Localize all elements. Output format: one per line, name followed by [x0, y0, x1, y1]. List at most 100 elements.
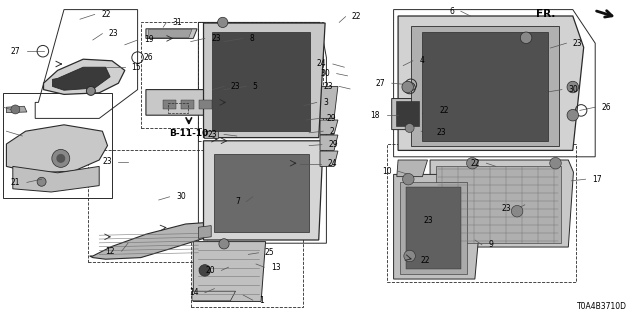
- Text: 5: 5: [253, 82, 258, 91]
- Text: 12: 12: [106, 247, 115, 256]
- Text: 8: 8: [250, 34, 254, 43]
- Polygon shape: [148, 29, 192, 37]
- Text: 30: 30: [321, 69, 330, 78]
- Text: 24: 24: [328, 159, 337, 168]
- Bar: [199, 100, 212, 109]
- Polygon shape: [52, 67, 110, 90]
- Ellipse shape: [219, 239, 229, 249]
- Polygon shape: [392, 99, 428, 130]
- Text: 13: 13: [271, 263, 280, 272]
- Bar: [396, 101, 419, 126]
- Ellipse shape: [56, 154, 65, 163]
- Bar: [406, 187, 461, 269]
- Bar: [436, 166, 561, 243]
- Ellipse shape: [511, 205, 523, 217]
- Bar: [88, 150, 207, 262]
- Polygon shape: [198, 226, 211, 238]
- Ellipse shape: [218, 17, 228, 28]
- Polygon shape: [394, 174, 483, 279]
- Ellipse shape: [405, 124, 414, 132]
- Polygon shape: [204, 131, 218, 138]
- Text: B-11-10: B-11-10: [169, 129, 209, 138]
- Polygon shape: [320, 151, 338, 166]
- Polygon shape: [6, 125, 108, 173]
- Ellipse shape: [550, 157, 561, 169]
- Bar: [411, 26, 559, 146]
- Text: 18: 18: [371, 111, 380, 120]
- Polygon shape: [6, 106, 27, 113]
- Text: FR.: FR.: [536, 9, 556, 20]
- Polygon shape: [192, 291, 236, 301]
- Text: 23: 23: [501, 204, 511, 213]
- Text: 1: 1: [259, 296, 264, 305]
- Text: 9: 9: [488, 240, 493, 249]
- Bar: [141, 22, 246, 128]
- Bar: [163, 100, 176, 109]
- Bar: [191, 232, 303, 307]
- Ellipse shape: [404, 250, 415, 262]
- Polygon shape: [320, 135, 338, 150]
- Polygon shape: [204, 23, 325, 138]
- Text: 29: 29: [326, 114, 336, 123]
- Text: 29: 29: [328, 140, 338, 149]
- Text: 21: 21: [11, 178, 20, 187]
- Bar: [400, 182, 467, 274]
- Text: 23: 23: [109, 29, 118, 38]
- Bar: [181, 100, 194, 109]
- Ellipse shape: [567, 81, 579, 93]
- Bar: [212, 32, 310, 131]
- Ellipse shape: [520, 32, 532, 44]
- Text: 10: 10: [382, 167, 392, 176]
- Text: 23: 23: [436, 128, 446, 137]
- Text: 15: 15: [131, 63, 141, 72]
- Bar: [214, 154, 309, 232]
- Ellipse shape: [567, 109, 579, 121]
- Ellipse shape: [37, 177, 46, 186]
- Text: 27: 27: [11, 47, 20, 56]
- Ellipse shape: [11, 105, 20, 114]
- Text: 30: 30: [568, 85, 578, 94]
- Text: 17: 17: [592, 175, 602, 184]
- Text: 30: 30: [176, 192, 186, 201]
- Polygon shape: [320, 86, 338, 118]
- Text: 22: 22: [101, 10, 111, 19]
- Polygon shape: [430, 160, 573, 247]
- Text: 23: 23: [323, 82, 333, 91]
- Ellipse shape: [52, 149, 70, 167]
- Polygon shape: [90, 222, 209, 259]
- Polygon shape: [44, 59, 125, 94]
- Text: 3: 3: [323, 98, 328, 107]
- Text: 23: 23: [230, 82, 240, 91]
- Bar: [217, 100, 230, 109]
- Bar: [387, 144, 576, 282]
- Ellipse shape: [467, 157, 478, 169]
- Text: 23: 23: [208, 130, 218, 139]
- Bar: [422, 32, 548, 141]
- Text: 26: 26: [602, 103, 611, 112]
- Text: 27: 27: [376, 79, 385, 88]
- Text: 22: 22: [420, 256, 430, 265]
- Ellipse shape: [403, 173, 414, 185]
- Text: 26: 26: [144, 53, 154, 62]
- Text: 24: 24: [317, 60, 326, 68]
- Polygon shape: [397, 160, 428, 177]
- Ellipse shape: [86, 86, 95, 95]
- Polygon shape: [193, 242, 266, 301]
- Polygon shape: [204, 141, 323, 240]
- Text: 22: 22: [440, 106, 449, 115]
- Text: 23: 23: [211, 34, 221, 43]
- Text: 14: 14: [189, 288, 198, 297]
- Polygon shape: [398, 16, 584, 150]
- Polygon shape: [320, 120, 338, 134]
- Text: 6: 6: [449, 7, 454, 16]
- Text: 23: 23: [573, 39, 582, 48]
- Polygon shape: [13, 166, 99, 192]
- Bar: [168, 103, 188, 113]
- Ellipse shape: [199, 265, 211, 276]
- Text: 25: 25: [265, 248, 275, 257]
- Text: 19: 19: [144, 36, 154, 44]
- Text: 22: 22: [352, 12, 362, 21]
- Text: 7: 7: [235, 197, 240, 206]
- Text: 2: 2: [330, 127, 334, 136]
- Text: 22: 22: [470, 159, 480, 168]
